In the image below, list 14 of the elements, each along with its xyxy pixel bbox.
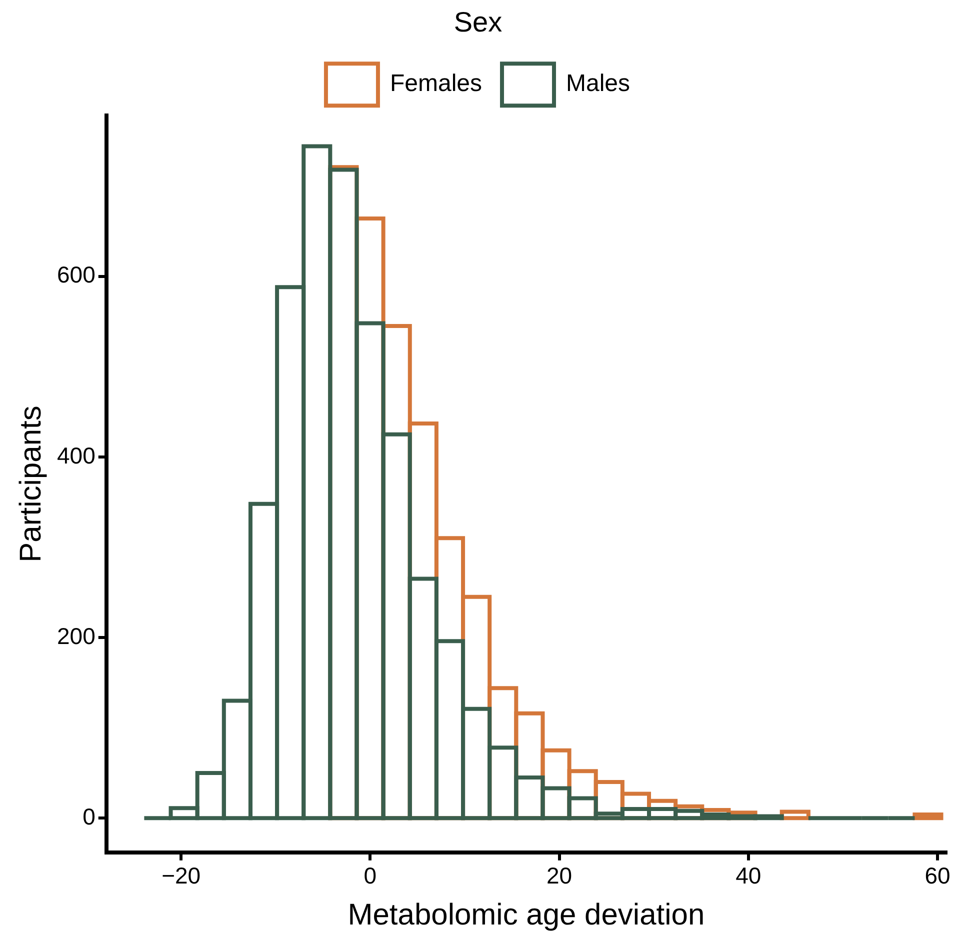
y-tick-label: 0 (82, 803, 96, 830)
x-tick-label: 40 (736, 862, 762, 889)
y-tick-label: 400 (57, 442, 96, 468)
y-axis-title: Participants (14, 406, 48, 562)
legend-label: Males (566, 70, 630, 98)
legend-label: Females (390, 70, 482, 98)
x-axis-title: Metabolomic age deviation (348, 898, 705, 932)
x-tick-label: −20 (162, 862, 201, 889)
legend-title: Sex (454, 6, 502, 38)
y-tick-label: 600 (57, 262, 96, 288)
x-tick-label: 60 (924, 862, 950, 889)
x-tick-label: 0 (364, 862, 377, 889)
x-tick-label: 20 (546, 862, 572, 889)
y-tick-label: 200 (57, 622, 96, 649)
